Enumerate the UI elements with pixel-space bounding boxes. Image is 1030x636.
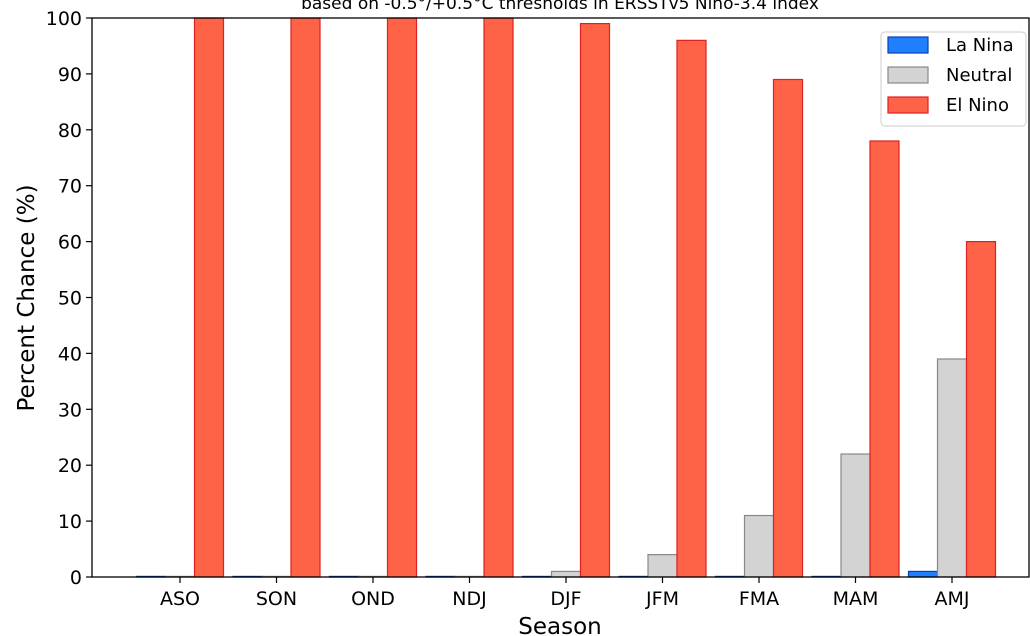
y-tick-label: 0 <box>70 567 82 589</box>
bar-neutral-fma <box>743 514 775 578</box>
bar-la-nina-amj <box>907 570 939 578</box>
bar-el-nino-ndj <box>483 17 514 578</box>
y-tick-label: 90 <box>58 64 82 86</box>
x-tick-label: MAM <box>833 588 879 610</box>
y-tick-label: 100 <box>46 8 82 30</box>
y-tick-label: 30 <box>58 399 82 421</box>
legend-swatch-la-nina <box>887 36 929 54</box>
y-tick-label: 40 <box>58 343 82 365</box>
y-tick-label: 80 <box>58 120 82 142</box>
x-tick-label: JFM <box>645 588 679 610</box>
x-tick-label: NDJ <box>452 588 486 610</box>
x-tick-label: DJF <box>550 588 581 610</box>
y-tick-label: 60 <box>58 232 82 254</box>
legend: La Nina Neutral El Nino <box>880 31 1027 127</box>
legend-swatch-el-nino <box>887 96 929 114</box>
bar-el-nino-jfm <box>676 39 707 578</box>
x-tick-label: SON <box>256 588 297 610</box>
legend-label-la-nina: La Nina <box>946 35 1014 56</box>
bar-neutral-djf <box>550 570 582 578</box>
bar-neutral-mam <box>840 453 871 578</box>
bar-el-nino-aso <box>193 17 225 578</box>
legend-swatch-neutral <box>887 66 929 84</box>
bar-el-nino-fma <box>772 78 804 578</box>
x-tick-label: ASO <box>160 588 200 610</box>
bar-el-nino-amj <box>965 241 997 578</box>
x-tick-label: FMA <box>739 588 779 610</box>
bar-neutral-amj <box>936 358 968 578</box>
bars-layer <box>135 17 997 578</box>
y-tick-label: 10 <box>58 511 82 533</box>
bar-el-nino-son <box>290 17 321 578</box>
bar-neutral-jfm <box>647 554 678 578</box>
y-axis-title: Percent Chance (%) <box>14 184 40 411</box>
y-tick-label: 70 <box>58 176 82 198</box>
chart-title: based on -0.5°/+0.5°C thresholds in ERSS… <box>301 0 819 14</box>
x-tick-label: AMJ <box>935 588 970 610</box>
bar-el-nino-mam <box>869 140 900 578</box>
legend-label-neutral: Neutral <box>946 65 1012 86</box>
x-axis-title: Season <box>518 614 601 636</box>
axes-layer: 0 10 20 30 40 50 60 70 80 90 100 ASO SON OND NDJ DJF JFM… <box>46 8 1030 610</box>
legend-label-el-nino: El Nino <box>946 95 1009 116</box>
y-tick-label: 50 <box>58 288 82 310</box>
bar-el-nino-djf <box>579 22 611 578</box>
bar-el-nino-ond <box>386 17 418 578</box>
y-tick-label: 20 <box>58 455 82 477</box>
x-tick-label: OND <box>351 588 395 610</box>
